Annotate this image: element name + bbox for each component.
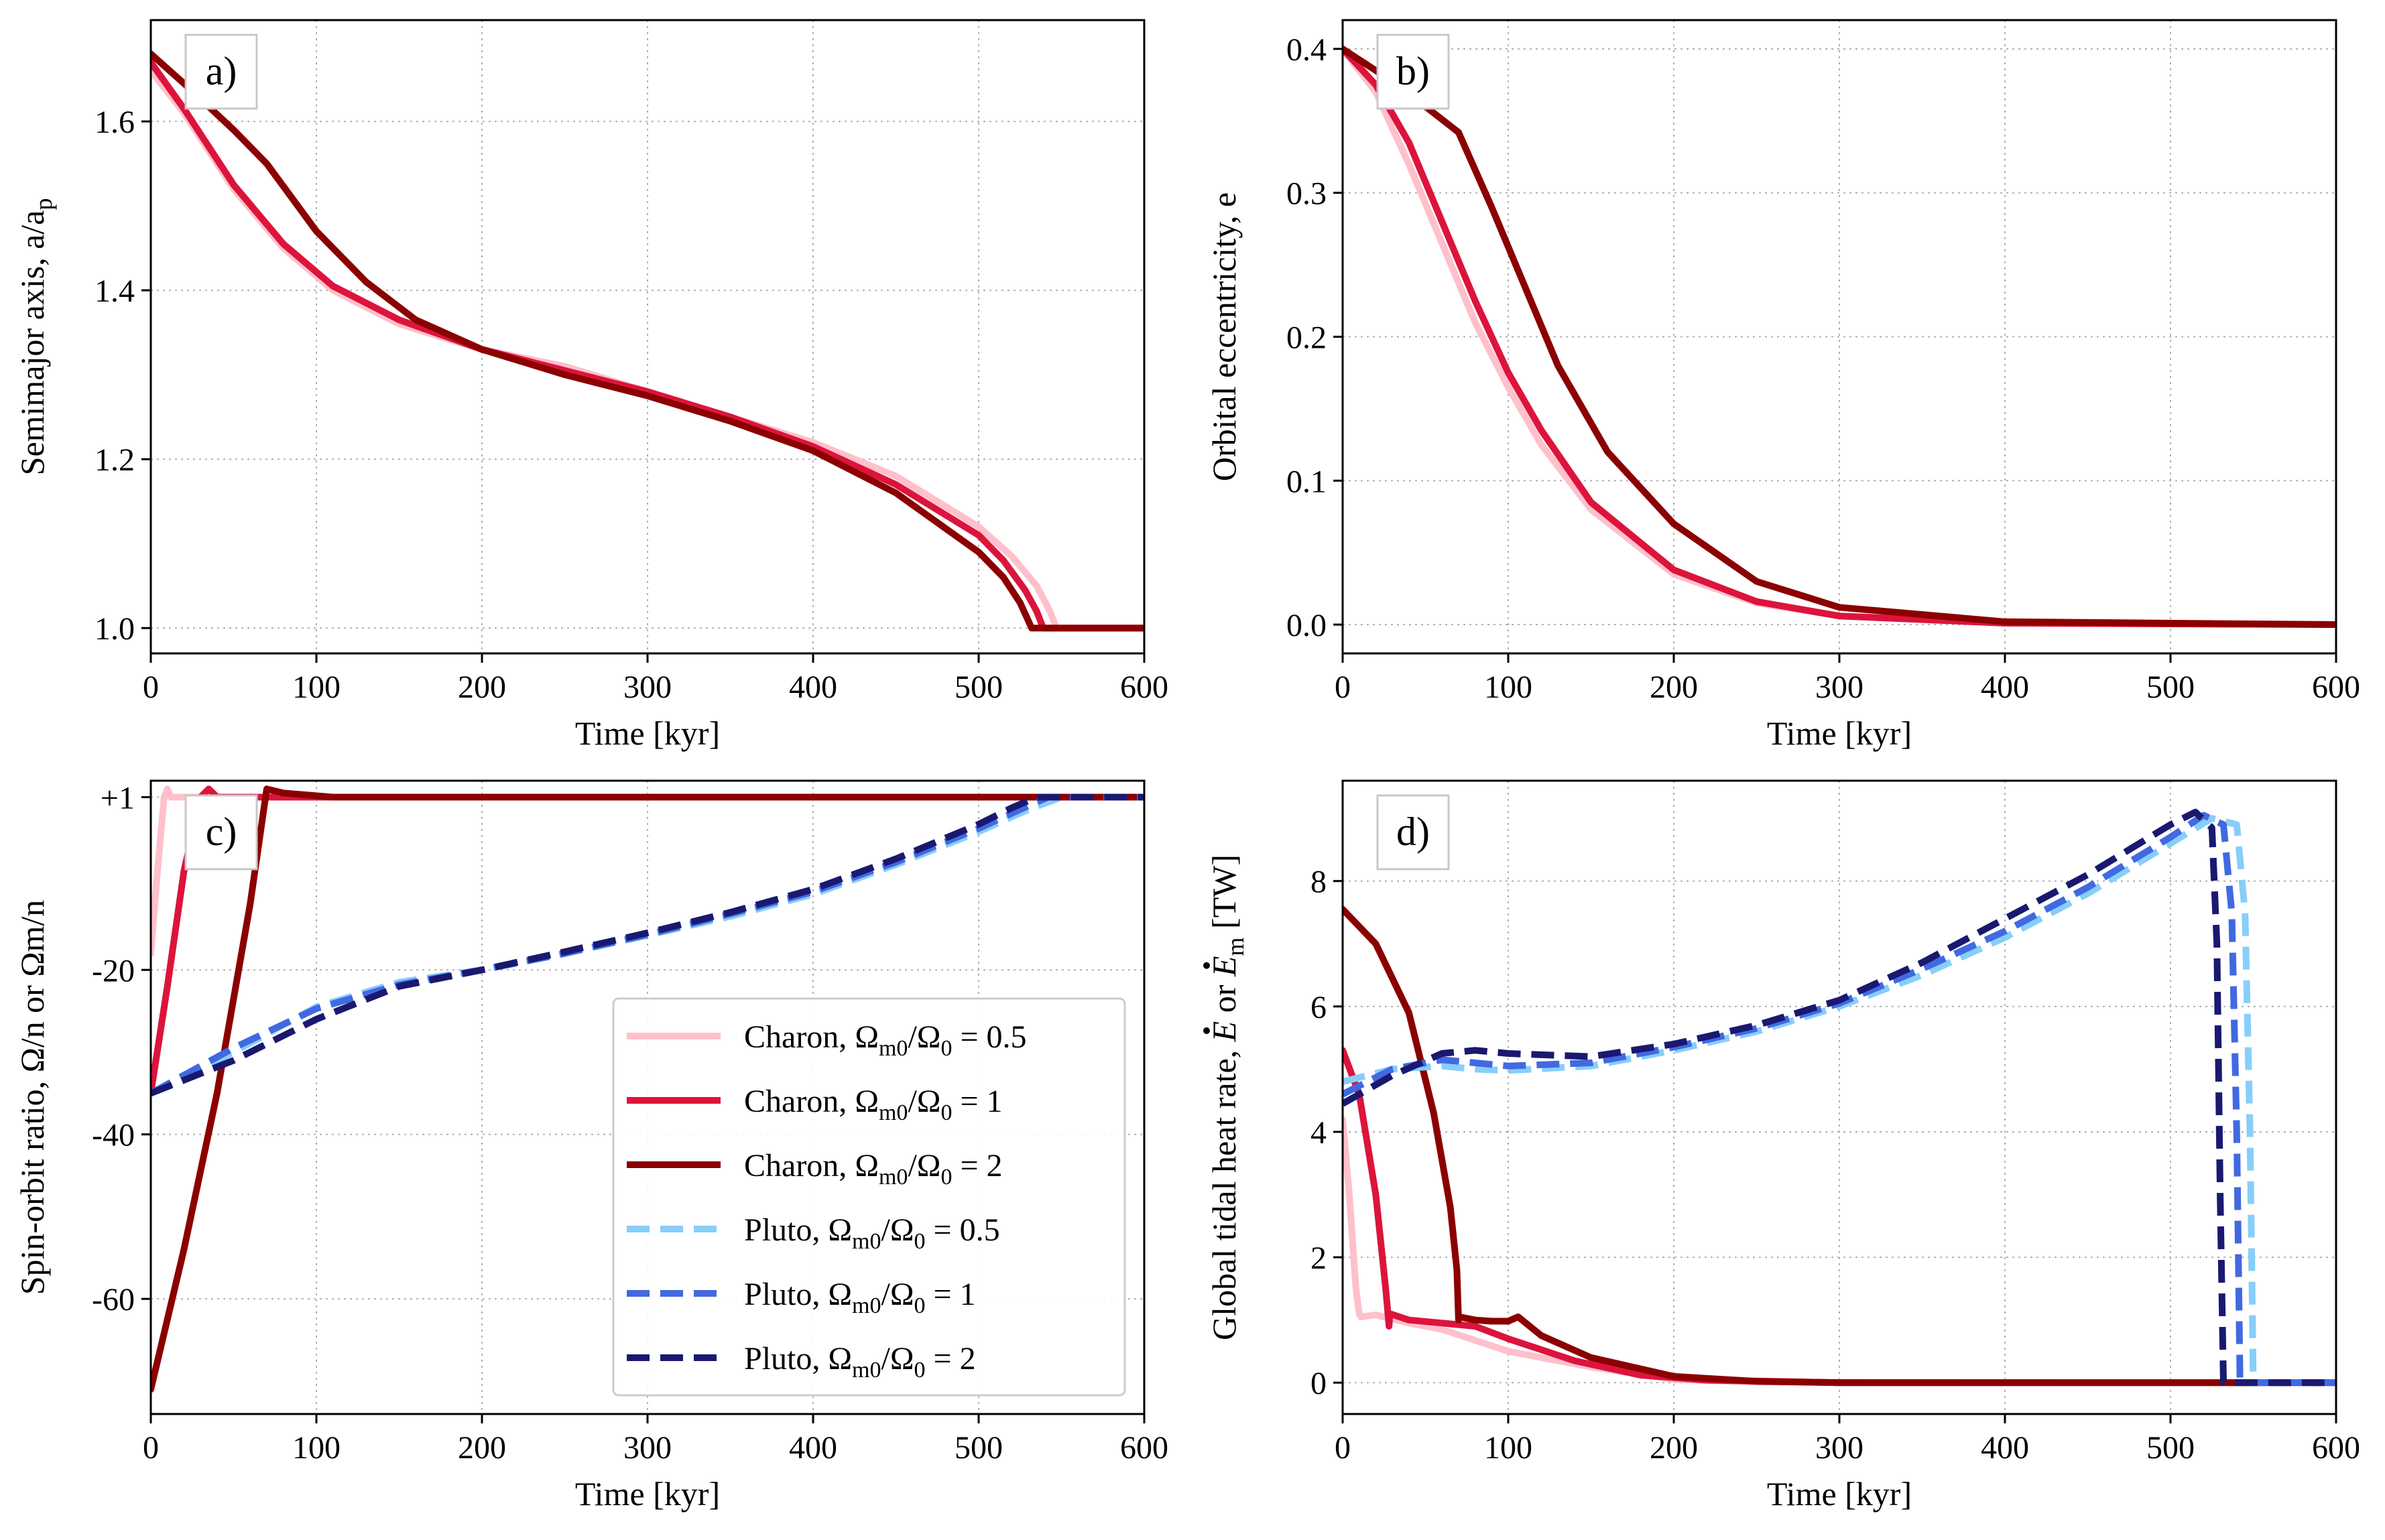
panel-c: 0 100 200 300 400 500 600 +1 -20 -40 -60 Time [kyr]… [13, 779, 1168, 1513]
y-tick-label: 1.2 [95, 442, 135, 478]
series-line-5 [1343, 808, 2336, 1387]
panel-a: 0 100 200 300 400 500 600 1.0 1.2 1.4 1.6 Time [kyr… [13, 19, 1168, 752]
y-tick-label: 0.0 [1286, 608, 1327, 643]
x-tick-label: 300 [1815, 1430, 1863, 1466]
x-axis-label: Time [kyr] [1767, 1475, 1912, 1513]
y-tick-label: 0.4 [1286, 32, 1327, 68]
series-line-4 [1343, 812, 2336, 1387]
panel-tag: b) [1396, 49, 1430, 93]
y-tick-label: 4 [1310, 1115, 1327, 1151]
y-tick-label: -20 [92, 953, 135, 988]
x-tick-label: 500 [955, 1430, 1003, 1466]
x-tick-label: 200 [458, 1430, 506, 1466]
x-tick-label: 500 [955, 669, 1003, 705]
x-tick-label: 100 [1484, 669, 1532, 705]
x-tick-label: 500 [2146, 1430, 2195, 1466]
legend-label-3: Pluto, Ωm0/Ω0 = 0.5 [744, 1212, 1000, 1254]
panel-tag: d) [1396, 810, 1430, 854]
x-tick-label: 0 [143, 669, 159, 705]
panel-tag: c) [206, 810, 237, 854]
y-tick-label: 0 [1310, 1366, 1327, 1401]
y-tick-label: 8 [1310, 864, 1327, 900]
series-line-2 [151, 785, 1144, 1393]
dot-accent-icon [1203, 1027, 1210, 1034]
y-tick-label: -40 [92, 1118, 135, 1153]
x-tick-label: 600 [1120, 1430, 1168, 1466]
x-axis-label: Time [kyr] [1767, 714, 1912, 752]
x-tick-label: 0 [1335, 669, 1351, 705]
x-tick-label: 200 [458, 669, 506, 705]
legend-label-2: Charon, Ωm0/Ω0 = 2 [744, 1148, 1003, 1190]
series-line-3 [1343, 815, 2336, 1387]
x-tick-label: 200 [1650, 669, 1698, 705]
y-axis-label: Orbital eccentricity, e [1205, 192, 1243, 481]
x-tick-label: 0 [143, 1430, 159, 1466]
panel-tag-group: c) [184, 794, 258, 871]
y-tick-label: 0.1 [1286, 464, 1327, 499]
x-tick-label: 600 [2312, 1430, 2360, 1466]
panel-tag-box [184, 794, 258, 871]
y-axis-label: Semimajor axis, a/ap [13, 198, 57, 476]
x-tick-label: 400 [789, 669, 837, 705]
y-tick-label: 0.3 [1286, 176, 1327, 212]
x-axis-label: Time [kyr] [575, 1475, 720, 1513]
x-tick-label: 0 [1335, 1430, 1351, 1466]
y-tick-label: 1.0 [95, 611, 135, 647]
legend: Charon, Ωm0/Ω0 = 0.5 Charon, Ωm0/Ω0 = 1 Ch… [612, 997, 1126, 1397]
x-tick-label: 400 [789, 1430, 837, 1466]
legend-box [612, 997, 1126, 1397]
panel-tag-box [1376, 794, 1450, 871]
dot-accent-icon [1203, 962, 1210, 969]
panel-d: 0 100 200 300 400 500 600 0 2 4 6 8 Time [kyr] Global… [1203, 779, 2360, 1513]
x-tick-label: 400 [1981, 1430, 2029, 1466]
y-tick-label: 1.6 [95, 105, 135, 140]
x-tick-label: 100 [1484, 1430, 1532, 1466]
panel-tag-group: d) [1376, 794, 1450, 871]
x-tick-label: 100 [292, 1430, 341, 1466]
y-tick-label: -60 [92, 1282, 135, 1318]
series-line-1 [1343, 46, 2336, 628]
series-line-1 [151, 59, 1144, 632]
x-tick-label: 300 [623, 669, 672, 705]
panel-tag: a) [206, 49, 237, 93]
panel-b: 0 100 200 300 400 500 600 0.0 0.1 0.2 0.3 0.4 Time [… [1205, 19, 2360, 752]
x-tick-label: 600 [1120, 669, 1168, 705]
y-tick-label: 2 [1310, 1240, 1327, 1276]
series-group [1343, 808, 2336, 1387]
y-tick-label: +1 [101, 781, 135, 816]
panel-tag-box [184, 34, 258, 110]
x-tick-label: 300 [1815, 669, 1863, 705]
x-tick-label: 500 [2146, 669, 2195, 705]
x-tick-label: 300 [623, 1430, 672, 1466]
x-axis-label: Time [kyr] [575, 714, 720, 752]
panel-tag-box [1376, 34, 1450, 110]
legend-label-1: Charon, Ωm0/Ω0 = 1 [744, 1084, 1003, 1125]
y-axis-label: Global tidal heat rate, E or Em [TW] [1205, 854, 1249, 1340]
y-tick-label: 6 [1310, 990, 1327, 1025]
series-line-2 [151, 50, 1144, 632]
legend-label-5: Pluto, Ωm0/Ω0 = 2 [744, 1341, 976, 1383]
x-tick-label: 600 [2312, 669, 2360, 705]
series-line-2 [1343, 905, 2336, 1387]
y-axis-label: Spin-orbit ratio, Ω/n or Ωm/n [13, 900, 51, 1295]
y-tick-label: 1.4 [95, 273, 135, 309]
x-tick-label: 200 [1650, 1430, 1698, 1466]
series-group [151, 50, 1144, 632]
y-tick-label: 0.2 [1286, 320, 1327, 356]
series-line-4 [151, 793, 1144, 1096]
panel-tag-group: a) [184, 34, 258, 110]
x-tick-label: 400 [1981, 669, 2029, 705]
panel-tag-group: b) [1376, 34, 1450, 110]
legend-label-0: Charon, Ωm0/Ω0 = 0.5 [744, 1019, 1027, 1061]
legend-label-4: Pluto, Ωm0/Ω0 = 1 [744, 1277, 976, 1318]
x-tick-label: 100 [292, 669, 341, 705]
